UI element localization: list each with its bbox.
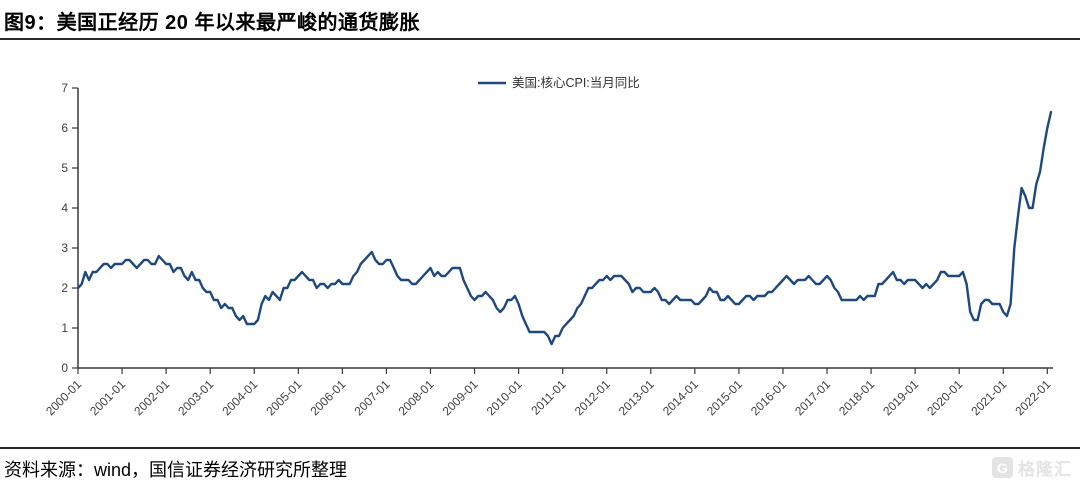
x-tick-label: 2000-01 — [43, 377, 84, 418]
gelonghui-logo-icon: G — [992, 457, 1013, 478]
x-tick-label: 2009-01 — [440, 377, 481, 418]
x-tick-label: 2003-01 — [175, 377, 216, 418]
footer-divider — [0, 447, 1080, 449]
y-tick-label: 3 — [61, 241, 68, 255]
y-tick-label: 1 — [61, 321, 68, 335]
x-tick-label: 2020-01 — [924, 377, 965, 418]
x-tick-label: 2004-01 — [219, 377, 260, 418]
series-line-0 — [76, 110, 1053, 346]
x-tick-label: 2008-01 — [396, 377, 437, 418]
x-tick-label: 2016-01 — [748, 377, 789, 418]
title-divider — [0, 38, 1080, 40]
x-tick-label: 2019-01 — [880, 377, 921, 418]
y-tick-label: 4 — [61, 201, 68, 215]
legend-label: 美国:核心CPI:当月同比 — [512, 76, 640, 90]
x-tick-label: 2015-01 — [704, 377, 745, 418]
x-tick-label: 2014-01 — [660, 377, 701, 418]
x-tick-label: 2007-01 — [351, 377, 392, 418]
y-tick-label: 7 — [61, 81, 68, 95]
brand-watermark: G 格隆汇 — [992, 455, 1072, 480]
x-tick-label: 2018-01 — [836, 377, 877, 418]
y-tick-label: 6 — [61, 121, 68, 135]
y-tick-label: 2 — [61, 281, 68, 295]
axis-ticks — [72, 87, 1048, 374]
x-tick-label: 2011-01 — [528, 377, 569, 418]
x-tick-label: 2006-01 — [307, 377, 348, 418]
x-tick-label: 2012-01 — [572, 377, 613, 418]
chart-legend: 美国:核心CPI:当月同比 — [478, 76, 640, 90]
x-tick-label: 2002-01 — [131, 377, 172, 418]
x-tick-label: 2001-01 — [87, 377, 128, 418]
y-tick-label: 5 — [61, 161, 68, 175]
x-tick-label: 2010-01 — [484, 377, 525, 418]
axes — [77, 88, 1053, 369]
y-tick-label: 0 — [61, 361, 68, 375]
figure-title: 图9：美国正经历 20 年以来最严峻的通货膨胀 — [4, 12, 420, 34]
x-tick-label: 2017-01 — [792, 377, 833, 418]
data-source-note: 资料来源：wind，国信证券经济研究所整理 — [4, 460, 348, 480]
x-tick-label: 2021-01 — [968, 377, 1009, 418]
x-tick-label: 2013-01 — [616, 377, 657, 418]
x-tick-label: 2022-01 — [1012, 377, 1053, 418]
x-tick-label: 2005-01 — [263, 377, 304, 418]
gelonghui-logo-text: 格隆汇 — [1018, 460, 1072, 479]
